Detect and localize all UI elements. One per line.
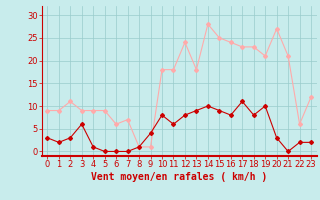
X-axis label: Vent moyen/en rafales ( km/h ): Vent moyen/en rafales ( km/h ) (91, 172, 267, 182)
